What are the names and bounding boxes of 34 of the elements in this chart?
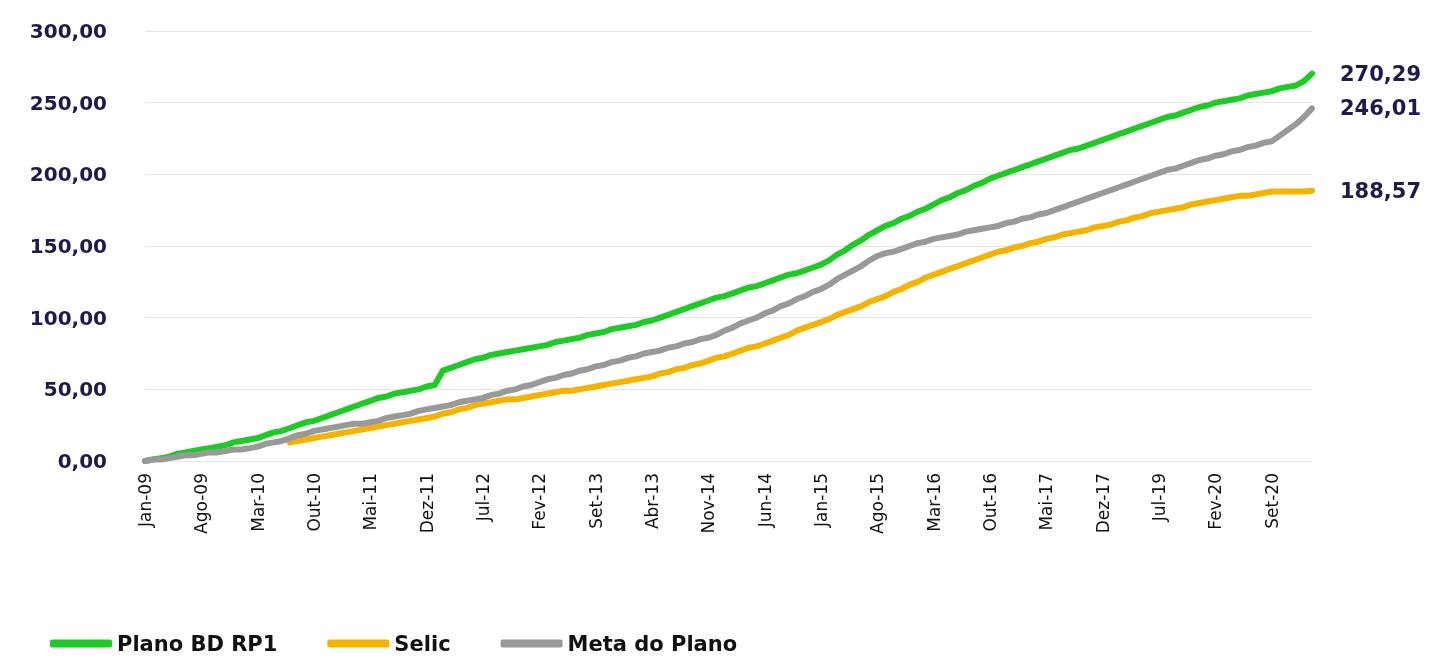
x-tick-label: Set-20 — [1261, 473, 1282, 529]
y-tick-label: 300,00 — [29, 19, 107, 43]
y-tick-label: 0,00 — [57, 449, 107, 473]
x-tick-label: Mai-11 — [360, 473, 381, 531]
x-tick-label: Fev-12 — [529, 473, 550, 530]
x-tick-label: Dez-17 — [1092, 473, 1113, 534]
data-label: 246,01 — [1340, 96, 1422, 121]
x-tick-label: Jan-09 — [135, 473, 155, 528]
data-label: 188,57 — [1340, 178, 1422, 203]
legend-label: Selic — [394, 631, 451, 656]
x-tick-label: Jul-19 — [1149, 473, 1170, 523]
x-tick-label: Dez-11 — [416, 473, 437, 534]
y-tick-label: 50,00 — [43, 377, 107, 402]
x-tick-label: Mar-10 — [247, 473, 268, 532]
y-tick-label: 150,00 — [29, 234, 107, 258]
x-tick-label: Out-10 — [304, 473, 325, 532]
y-tick-label: 250,00 — [29, 90, 107, 115]
x-tick-label: Mai-17 — [1036, 473, 1057, 531]
x-tick-label: Jan-15 — [811, 473, 832, 528]
y-tick-label: 100,00 — [29, 305, 107, 330]
x-tick-label: Jun-14 — [754, 473, 775, 529]
x-tick-label: Mar-16 — [923, 473, 944, 532]
legend-label: Meta do Plano — [567, 631, 738, 656]
x-tick-label: Abr-13 — [642, 473, 663, 530]
x-tick-label: Ago-09 — [191, 473, 212, 534]
data-label: 270,29 — [1340, 61, 1422, 86]
legend-label: Plano BD RP1 — [117, 631, 278, 656]
x-tick-label: Jul-12 — [473, 473, 494, 523]
y-tick-label: 200,00 — [29, 162, 107, 187]
x-tick-label: Fev-20 — [1205, 473, 1226, 530]
x-tick-label: Ago-15 — [867, 473, 888, 534]
x-tick-label: Set-13 — [585, 473, 606, 529]
x-tick-label: Out-16 — [980, 473, 1001, 532]
x-tick-label: Nov-14 — [698, 473, 719, 534]
